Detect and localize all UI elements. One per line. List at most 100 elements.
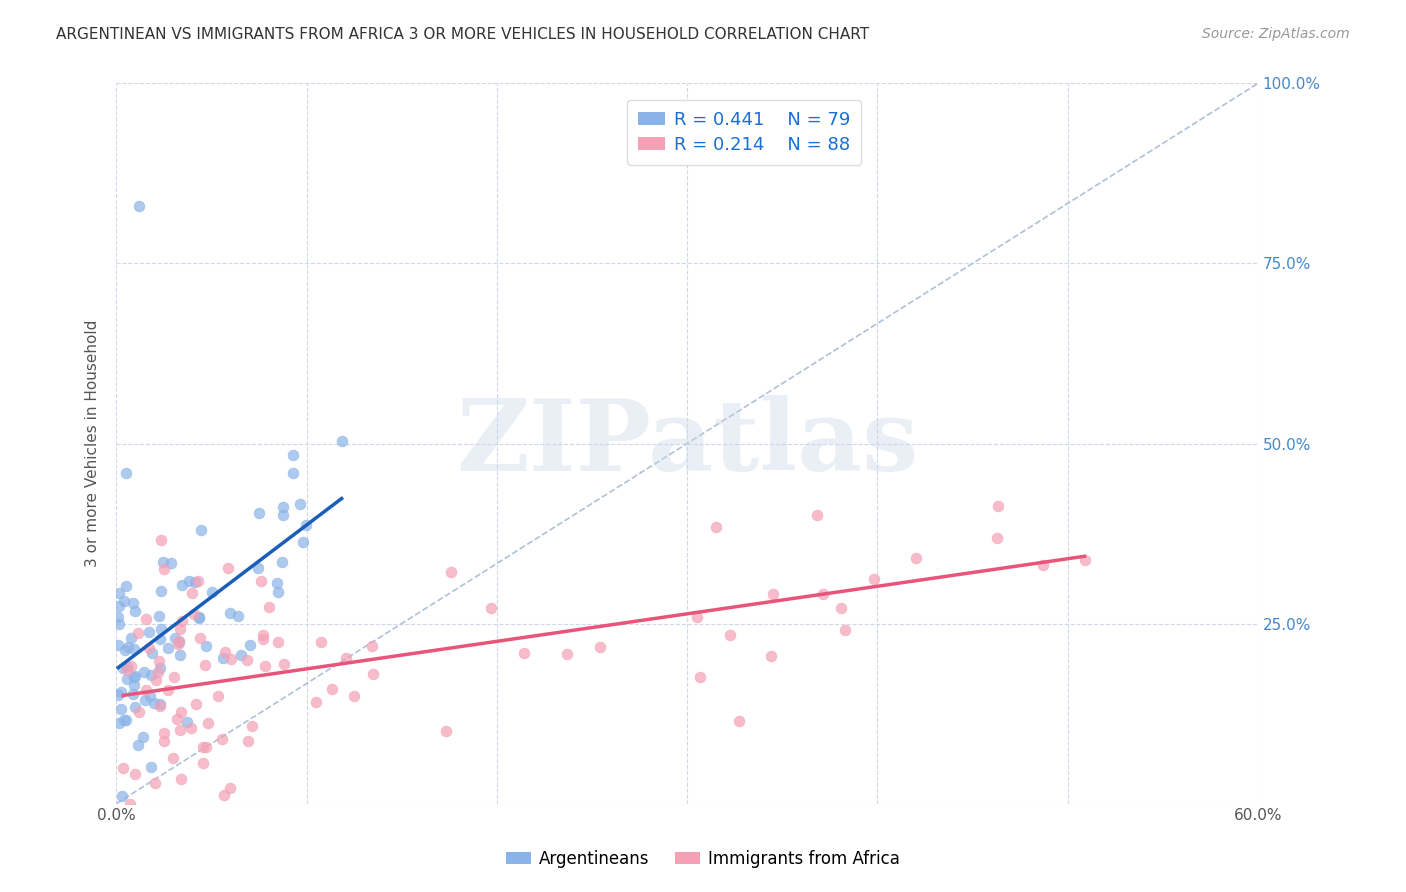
Point [167, 637, 190, 651]
Point [110, 685, 132, 699]
Point [246, 560, 269, 574]
Point [112, 593, 135, 607]
Point [481, 600, 503, 615]
Point [184, 574, 207, 589]
Point [149, 698, 172, 713]
Point [236, 733, 259, 747]
Point [117, 640, 139, 654]
Point [139, 668, 162, 682]
Point [361, 666, 384, 681]
Point [132, 665, 155, 679]
Point [162, 751, 184, 765]
Point [112, 713, 135, 727]
Point [689, 670, 711, 684]
Point [166, 712, 188, 726]
Point [267, 635, 290, 649]
Point [121, 596, 143, 610]
Point [114, 466, 136, 480]
Point [187, 574, 209, 588]
Point [112, 761, 135, 775]
Point [321, 681, 343, 696]
Point [434, 723, 457, 738]
Point [128, 199, 150, 213]
Point [207, 689, 229, 703]
Point [179, 574, 201, 589]
Point [305, 695, 328, 709]
Point [343, 689, 366, 703]
Point [124, 700, 146, 714]
Point [156, 683, 179, 698]
Legend: R = 0.441    N = 79, R = 0.214    N = 88: R = 0.441 N = 79, R = 0.214 N = 88 [627, 100, 862, 164]
Point [115, 579, 138, 593]
Point [148, 609, 170, 624]
Point [555, 647, 578, 661]
Point [152, 734, 174, 748]
Point [141, 646, 163, 660]
Point [271, 555, 294, 569]
Point [115, 672, 138, 686]
Point [134, 692, 156, 706]
Point [250, 574, 273, 588]
Point [169, 723, 191, 737]
Point [124, 767, 146, 781]
Point [862, 572, 884, 586]
Point [127, 626, 149, 640]
Point [219, 780, 242, 795]
Point [169, 705, 191, 719]
Point [295, 518, 318, 533]
Point [288, 497, 311, 511]
Point [138, 624, 160, 639]
Point [122, 642, 145, 657]
Point [142, 696, 165, 710]
Point [211, 732, 233, 747]
Point [188, 610, 211, 624]
Point [122, 678, 145, 692]
Point [188, 631, 211, 645]
Point [160, 556, 183, 570]
Point [107, 689, 129, 703]
Point [150, 584, 173, 599]
Point [121, 687, 143, 701]
Point [156, 641, 179, 656]
Point [110, 702, 132, 716]
Point [589, 640, 612, 654]
Point [135, 612, 157, 626]
Point [187, 611, 209, 625]
Point [762, 587, 785, 601]
Point [239, 638, 262, 652]
Point [167, 633, 190, 648]
Point [107, 638, 129, 652]
Point [145, 673, 167, 687]
Point [124, 604, 146, 618]
Point [904, 550, 927, 565]
Point [266, 575, 288, 590]
Point [176, 714, 198, 729]
Point [335, 651, 357, 665]
Point [273, 657, 295, 671]
Y-axis label: 3 or more Vehicles in Household: 3 or more Vehicles in Household [86, 320, 100, 567]
Point [170, 578, 193, 592]
Point [163, 632, 186, 646]
Point [108, 586, 131, 600]
Point [120, 797, 142, 811]
Point [152, 555, 174, 569]
Point [120, 631, 142, 645]
Point [127, 739, 149, 753]
Point [149, 632, 172, 646]
Point [149, 622, 172, 636]
Point [169, 648, 191, 662]
Text: ZIPatlas: ZIPatlas [456, 395, 918, 492]
Point [219, 606, 242, 620]
Point [281, 449, 304, 463]
Point [257, 600, 280, 615]
Point [252, 632, 274, 646]
Point [195, 639, 218, 653]
Point [124, 669, 146, 683]
Point [114, 642, 136, 657]
Point [170, 772, 193, 787]
Point [249, 506, 271, 520]
Point [108, 616, 131, 631]
Point [291, 535, 314, 549]
Point [191, 756, 214, 770]
Point [122, 670, 145, 684]
